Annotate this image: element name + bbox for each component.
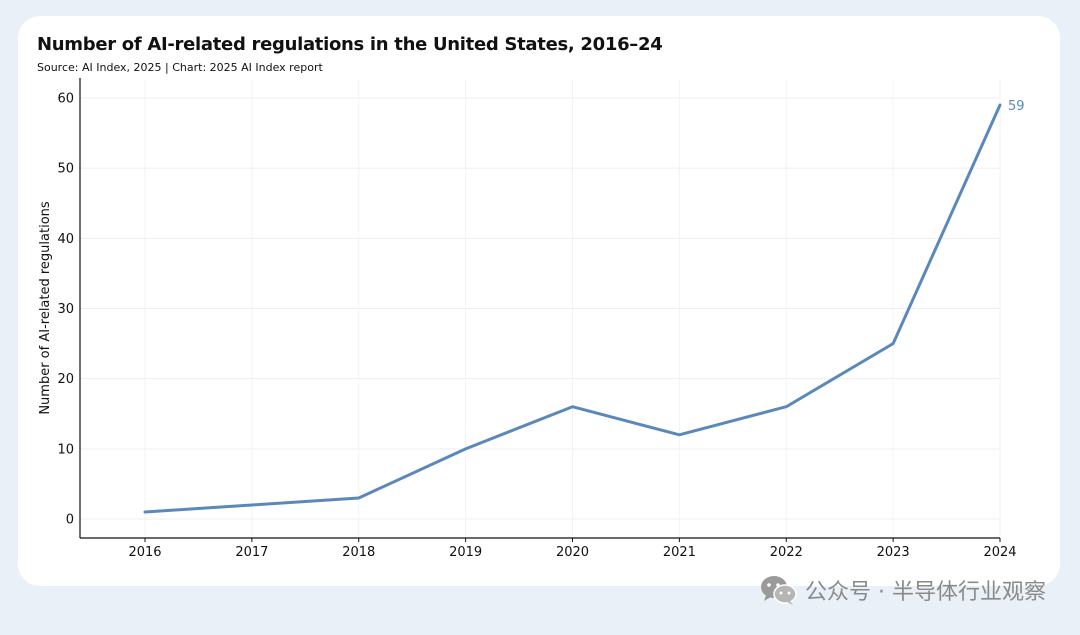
x-tick-label: 2024 bbox=[983, 545, 1016, 560]
y-tick-label: 30 bbox=[57, 302, 74, 317]
wechat-icon bbox=[761, 576, 797, 605]
chart-subtitle: Source: AI Index, 2025 | Chart: 2025 AI … bbox=[37, 61, 323, 74]
data-point bbox=[785, 406, 787, 408]
y-axis: 0 10 20 30 40 50 60 bbox=[57, 78, 81, 538]
y-axis-label: Number of AI-related regulations bbox=[38, 201, 53, 415]
gridlines bbox=[80, 80, 1001, 538]
x-tick-label: 2021 bbox=[663, 545, 696, 560]
end-value-label: 59 bbox=[1008, 99, 1025, 114]
chart-card bbox=[18, 16, 1060, 586]
watermark: 公众号 · 半导体行业观察 bbox=[759, 574, 1046, 606]
data-point bbox=[678, 434, 680, 436]
data-point bbox=[572, 406, 573, 408]
x-tick-label: 2016 bbox=[128, 545, 161, 560]
data-point bbox=[358, 497, 360, 499]
x-tick-label: 2023 bbox=[877, 545, 910, 560]
y-tick-label: 20 bbox=[57, 372, 74, 387]
series-group bbox=[143, 103, 1002, 514]
x-tick-label: 2017 bbox=[235, 545, 268, 560]
data-point bbox=[465, 448, 467, 450]
y-tick-label: 60 bbox=[57, 92, 74, 107]
data-point bbox=[999, 104, 1001, 106]
x-axis: 2016 2017 2018 2019 2020 2021 2022 2023 2024 bbox=[80, 537, 1017, 560]
x-tick-label: 2018 bbox=[342, 545, 375, 560]
data-point bbox=[144, 511, 146, 513]
y-tick-label: 50 bbox=[57, 162, 74, 177]
y-tick-label: 0 bbox=[66, 513, 74, 528]
data-point bbox=[251, 504, 253, 506]
x-tick-label: 2022 bbox=[770, 545, 803, 560]
y-tick-label: 10 bbox=[57, 442, 74, 457]
data-point bbox=[892, 343, 894, 345]
x-tick-label: 2019 bbox=[449, 545, 482, 560]
data-labels: 59 bbox=[1008, 99, 1025, 114]
chart-title: Number of AI-related regulations in the … bbox=[37, 34, 663, 55]
y-tick-label: 40 bbox=[57, 232, 74, 247]
x-tick-label: 2020 bbox=[556, 545, 589, 560]
watermark-text: 公众号 · 半导体行业观察 bbox=[805, 580, 1046, 605]
